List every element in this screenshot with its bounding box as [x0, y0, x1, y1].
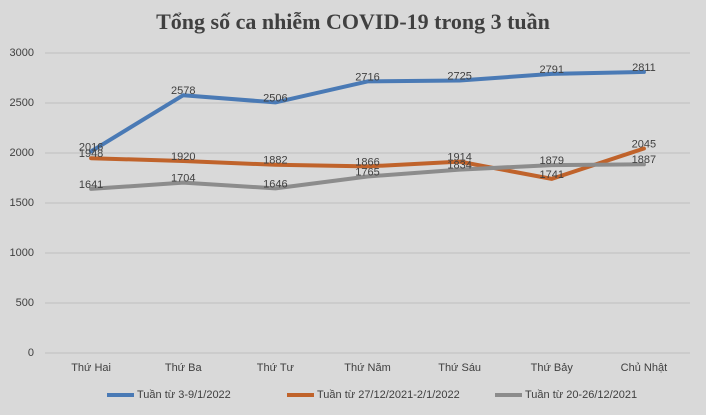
data-label: 1887	[632, 154, 656, 166]
data-label: 1948	[79, 148, 103, 160]
legend-label: Tuần từ 20-26/12/2021	[525, 389, 637, 401]
y-tick-label: 0	[28, 347, 34, 359]
y-tick-label: 500	[16, 297, 34, 309]
legend-label: Tuần từ 3-9/1/2022	[137, 389, 231, 401]
data-label: 1765	[355, 166, 379, 178]
x-tick-label: Thứ Bảy	[531, 362, 574, 374]
data-label: 1834	[447, 160, 471, 172]
y-tick-label: 2500	[10, 97, 34, 109]
data-label: 2811	[632, 62, 656, 74]
series-line	[89, 146, 646, 181]
x-tick-label: Thứ Năm	[344, 362, 390, 374]
x-tick-label: Thứ Tư	[257, 362, 295, 374]
data-label: 2045	[632, 138, 656, 150]
data-label: 1914	[447, 152, 471, 164]
x-tick-label: Chủ Nhật	[621, 362, 667, 374]
chart-title: Tổng số ca nhiễm COVID-19 trong 3 tuần	[156, 9, 550, 34]
data-label: 1704	[171, 173, 195, 185]
y-tick-label: 2000	[10, 147, 34, 159]
data-label: 1866	[355, 156, 379, 168]
series-line	[89, 69, 646, 154]
y-tick-label: 1000	[10, 247, 34, 259]
data-label: 2506	[263, 92, 287, 104]
data-label: 1882	[263, 155, 287, 167]
data-label: 2791	[540, 64, 564, 76]
series-line	[89, 162, 646, 191]
data-label: 2725	[447, 70, 471, 82]
data-label: 1641	[79, 179, 103, 191]
x-tick-label: Thứ Sáu	[438, 362, 481, 374]
x-tick-label: Thứ Hai	[71, 362, 111, 374]
y-tick-label: 1500	[10, 197, 34, 209]
data-label: 2578	[171, 85, 195, 97]
x-tick-label: Thứ Ba	[165, 362, 203, 374]
data-label: 1741	[540, 169, 564, 181]
legend-label: Tuần từ 27/12/2021-2/1/2022	[317, 389, 460, 401]
data-label: 1879	[540, 155, 564, 167]
data-label: 1920	[171, 151, 195, 163]
data-label: 2016	[79, 141, 103, 153]
data-label: 1646	[263, 178, 287, 190]
y-tick-label: 3000	[10, 47, 34, 59]
data-label: 2716	[355, 71, 379, 83]
